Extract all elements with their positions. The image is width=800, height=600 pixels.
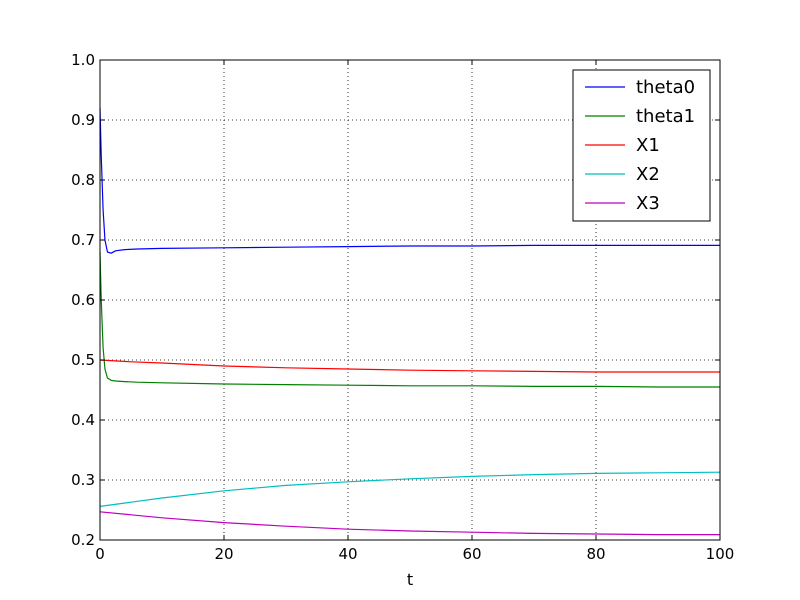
axis-ticks: 0 20 40 60 80 100 0.2 0.3 0.4 0.5 0.6 0.7 0.8 0.9 1.0	[71, 51, 734, 563]
y-tick-label: 1.0	[71, 51, 95, 69]
y-tick-label: 0.4	[71, 411, 95, 429]
x-axis-label: t	[407, 570, 413, 589]
x-tick-label: 40	[338, 545, 357, 563]
x-tick-label: 80	[586, 545, 605, 563]
y-tick-label: 0.2	[71, 531, 95, 549]
y-tick-label: 0.3	[71, 471, 95, 489]
y-tick-label: 0.9	[71, 111, 95, 129]
series-line-x2	[99, 471, 721, 507]
legend-label-x3: X3	[636, 193, 660, 214]
y-tick-label: 0.6	[71, 291, 95, 309]
series-line-x1	[99, 359, 720, 373]
y-tick-label: 0.7	[71, 231, 95, 249]
x-tick-label: 0	[95, 545, 105, 563]
series-line-x3	[99, 511, 720, 536]
legend-label-x2: X2	[636, 164, 660, 185]
legend-label-x1: X1	[636, 135, 660, 156]
y-tick-label: 0.8	[71, 171, 95, 189]
legend-label-theta0: theta0	[636, 77, 695, 98]
y-tick-label: 0.5	[71, 351, 95, 369]
series-line-theta1	[99, 251, 720, 388]
legend-items: theta0 theta1 X1 X2 X3	[585, 77, 695, 214]
x-tick-label: 20	[214, 545, 233, 563]
legend-label-theta1: theta1	[636, 106, 695, 127]
x-tick-label: 60	[462, 545, 481, 563]
x-tick-label: 100	[706, 545, 735, 563]
legend: theta0 theta1 X1 X2 X3	[572, 69, 711, 222]
